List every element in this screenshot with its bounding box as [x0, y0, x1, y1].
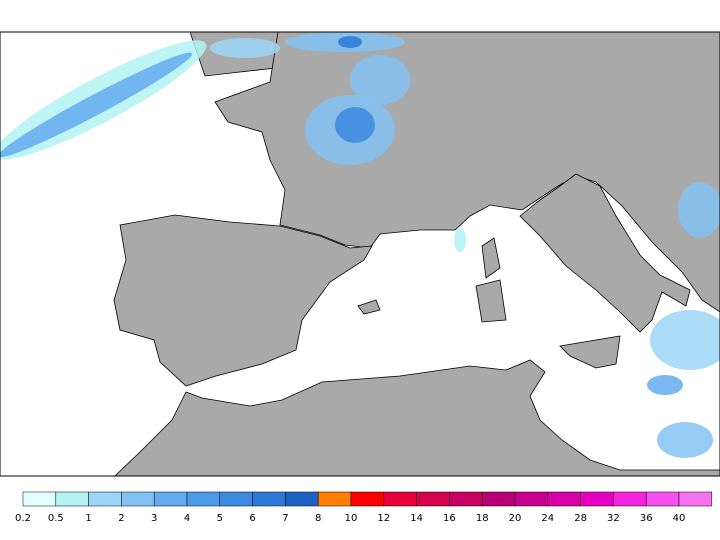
colorbar-label: 7	[282, 513, 288, 524]
colorbar-swatch	[153, 491, 188, 507]
colorbar-label: 24	[541, 513, 554, 524]
colorbar-swatch	[252, 491, 286, 507]
colorbar-label: 0.5	[48, 513, 64, 524]
land	[519, 173, 691, 333]
colorbar-label: 2	[118, 513, 124, 524]
colorbar-label: 4	[184, 513, 190, 524]
colorbar-label: 18	[476, 513, 489, 524]
colorbar-label: 12	[377, 513, 390, 524]
colorbar-swatch	[580, 491, 614, 507]
colorbar-label: 10	[345, 513, 358, 524]
land	[114, 359, 720, 477]
colorbar-swatch	[678, 491, 713, 507]
precipitation	[0, 32, 720, 458]
colorbar-swatch	[55, 491, 89, 507]
colorbar-swatch	[22, 491, 57, 507]
colorbar-label: 0.2	[15, 513, 31, 524]
colorbar-swatch	[219, 491, 253, 507]
colorbar-swatch	[416, 491, 450, 507]
colorbar-label: 14	[410, 513, 423, 524]
colorbar-label: 8	[315, 513, 321, 524]
colorbar-label: 40	[673, 513, 686, 524]
colorbar-swatch	[547, 491, 581, 507]
colorbar-swatch	[449, 491, 483, 507]
colorbar-swatch	[514, 491, 549, 507]
colorbar-swatch	[481, 491, 516, 507]
map-area	[0, 31, 720, 477]
colorbar-swatch	[317, 491, 352, 507]
colorbar-swatch	[645, 491, 680, 507]
colorbar-swatch	[121, 491, 155, 507]
colorbar-swatch	[88, 491, 122, 507]
colorbar: 0.2 0.5 1 2 3 4 5 6 7 8 10 12 14 16 18 20 24 28 32 36 40	[15, 491, 713, 524]
colorbar-swatch	[350, 491, 385, 507]
colorbar-swatch	[186, 491, 221, 507]
colorbar-label: 1	[85, 513, 91, 524]
land	[357, 299, 381, 315]
map-frame	[0, 31, 720, 477]
colorbar-swatch	[383, 491, 417, 507]
colorbar-label: 6	[249, 513, 255, 524]
land	[559, 335, 621, 369]
colorbar-label: 16	[443, 513, 456, 524]
colorbar-label: 3	[151, 513, 157, 524]
colorbar-label: 20	[509, 513, 522, 524]
colorbar-label: 28	[574, 513, 587, 524]
land	[475, 279, 507, 323]
land	[481, 237, 501, 279]
land	[113, 214, 373, 387]
colorbar-label: 32	[607, 513, 620, 524]
colorbar-swatch	[285, 491, 319, 507]
colorbar-label: 36	[640, 513, 653, 524]
colorbar-label: 5	[217, 513, 223, 524]
colorbar-swatch	[613, 491, 647, 507]
